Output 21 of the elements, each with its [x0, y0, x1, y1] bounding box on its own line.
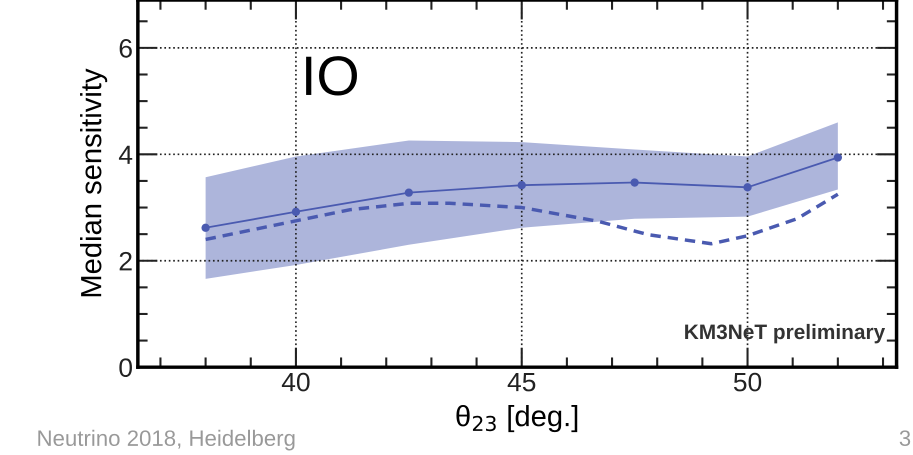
- text: Neutrino 2018, Heidelberg: [38, 430, 295, 450]
- y-axis-title: Median sensitivity: [80, 68, 108, 296]
- point: [743, 183, 752, 192]
- point: [518, 181, 526, 190]
- point: [201, 224, 210, 232]
- y-tick-label: 0: [119, 358, 132, 378]
- y-tick-label: 6: [120, 39, 132, 58]
- x-tick-label: 45: [508, 373, 536, 392]
- line-series: [204, 192, 840, 246]
- annotation: KM3NeT preliminary: [685, 324, 886, 344]
- y-tick-label: 2: [120, 252, 132, 270]
- y-tick-label: 4: [118, 146, 132, 164]
- x-tick-label: 50: [734, 372, 762, 392]
- point: [630, 178, 639, 187]
- x-tick-label: 40: [282, 372, 310, 392]
- point: [834, 153, 842, 162]
- point: [292, 208, 300, 216]
- x-axis-title: θ$_{23}$ [deg.]: [456, 404, 578, 432]
- annotation: IO: [306, 56, 357, 96]
- point: [404, 188, 413, 197]
- text: 3: [900, 430, 910, 446]
